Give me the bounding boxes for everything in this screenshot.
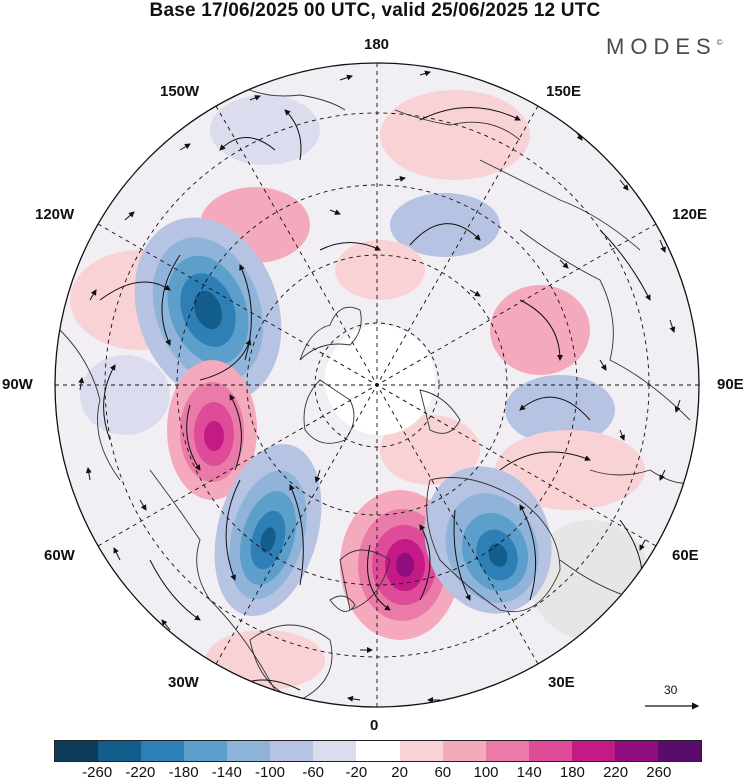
anomaly-pos-area xyxy=(205,630,325,690)
lon-label-150e: 150E xyxy=(546,83,582,100)
anomaly-pos-area xyxy=(335,240,425,300)
lon-label-150w: 150W xyxy=(160,83,200,100)
colorbar xyxy=(54,740,702,762)
lon-label-0: 0 xyxy=(370,717,379,734)
lon-label-180: 180 xyxy=(364,36,390,53)
lon-label-90w: 90W xyxy=(2,376,33,393)
colorbar-swatch xyxy=(270,741,314,761)
colorbar-swatch xyxy=(98,741,142,761)
streamlines xyxy=(99,107,651,701)
colorbar-swatch xyxy=(571,741,615,761)
anomaly-neg-area xyxy=(80,355,170,435)
map-title: Base 17/06/2025 00 UTC, valid 25/06/2025… xyxy=(149,0,601,21)
lon-label-60e: 60E xyxy=(672,547,699,564)
colorbar-tick-label: 140 xyxy=(516,764,542,781)
colorbar-tick-label: -60 xyxy=(302,764,325,781)
anomaly-pos-area xyxy=(380,415,480,485)
colorbar-swatch xyxy=(55,741,99,761)
brand-text: MODES xyxy=(606,34,717,59)
colorbar-tick-label: 180 xyxy=(559,764,585,781)
colorbar-swatch xyxy=(184,741,228,761)
colorbar-swatch xyxy=(356,741,400,761)
anomaly-neg-area xyxy=(210,95,320,165)
colorbar-swatch xyxy=(614,741,658,761)
map-boundary xyxy=(54,62,700,708)
colorbar-swatch xyxy=(399,741,443,761)
lon-label-90e: 90E xyxy=(717,376,744,393)
colorbar-tick-label: 220 xyxy=(603,764,629,781)
map-disc xyxy=(55,63,699,707)
colorbar-tick-label: -180 xyxy=(168,764,199,781)
colorbar-tick-label: -100 xyxy=(254,764,286,781)
colorbar-swatch xyxy=(657,741,701,761)
lon-label-30e: 30E xyxy=(548,674,575,691)
wind-scale-label: 30 xyxy=(664,683,678,697)
lon-label-60w: 60W xyxy=(44,547,75,564)
lon-label-30w: 30W xyxy=(168,674,199,691)
colorbar-tick-label: -20 xyxy=(345,764,368,781)
colorbar-swatch xyxy=(442,741,486,761)
colorbar-tick-label: 260 xyxy=(646,764,672,781)
coastlines xyxy=(59,79,699,701)
brand-mark: © xyxy=(716,38,723,47)
colorbar-swatch xyxy=(528,741,572,761)
colorbar-ticks: -260 -220 -180 -140 -100 -60 -20 20 60 100 140 180 2… xyxy=(0,764,750,782)
colorbar-swatch xyxy=(227,741,271,761)
anomaly-pos-area xyxy=(380,90,530,180)
colorbar-tick-label: 60 xyxy=(434,764,452,781)
colorbar-swatch xyxy=(313,741,357,761)
anomaly-pos-area xyxy=(490,285,590,375)
lon-label-120w: 120W xyxy=(35,206,75,223)
russia-low xyxy=(424,466,552,614)
colorbar-swatch xyxy=(485,741,529,761)
anomaly-pos-area xyxy=(495,430,645,510)
graticule xyxy=(55,63,699,707)
modes-logo: MODES© xyxy=(606,34,723,60)
colorbar-tick-label: 20 xyxy=(391,764,408,781)
colorbar-tick-label: -220 xyxy=(125,764,156,781)
colorbar-swatch xyxy=(141,741,185,761)
colorbar-tick-label: -260 xyxy=(82,764,113,781)
colorbar-tick-label: -140 xyxy=(211,764,242,781)
colorbar-tick-label: 100 xyxy=(473,764,499,781)
anomaly-neg-area xyxy=(505,375,615,445)
lon-label-120e: 120E xyxy=(672,206,708,223)
